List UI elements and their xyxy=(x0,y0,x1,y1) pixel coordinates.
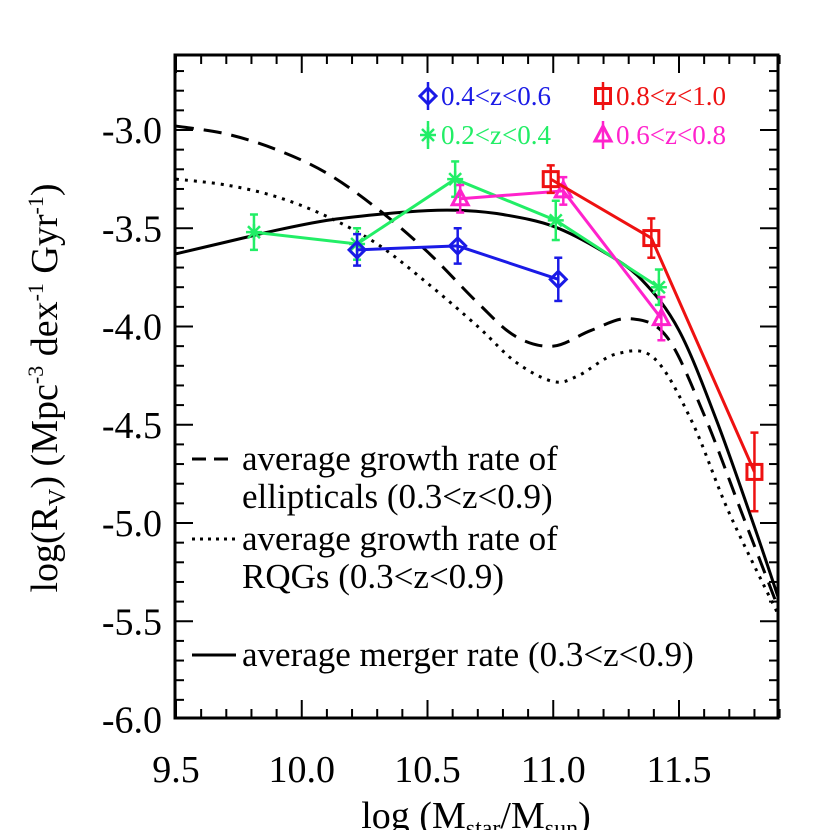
x-tick-label: 11.5 xyxy=(646,749,711,791)
series-line xyxy=(460,189,663,320)
data-point xyxy=(541,170,560,189)
series-0.6<z<0.8 xyxy=(449,175,672,342)
curve-legend-text: average growth rate of xyxy=(242,519,558,558)
data-point xyxy=(449,186,471,207)
data-point xyxy=(245,224,262,241)
series-0.4<z<0.6 xyxy=(346,227,569,303)
data-series xyxy=(245,160,764,513)
series-0.2<z<0.4 xyxy=(245,160,667,307)
y-tick-label: -4.0 xyxy=(102,307,162,349)
model-curves xyxy=(175,124,778,618)
data-point xyxy=(447,235,468,257)
curve-legend-text-2: RQGs (0.3<z<0.9) xyxy=(242,557,504,596)
plot-frame xyxy=(173,53,780,720)
asterisk-stroke xyxy=(247,225,261,240)
series-0.8<z<1.0 xyxy=(541,164,764,513)
y-tick-label: -4.5 xyxy=(102,405,162,447)
asterisk-stroke xyxy=(448,172,463,187)
x-axis-title: log (Mstar/Msun) xyxy=(361,795,591,830)
legend-label: 0.8<z<1.0 xyxy=(616,81,726,111)
y-tick-label: -5.5 xyxy=(102,601,162,643)
x-tick-label: 9.5 xyxy=(152,749,200,791)
legend-entry: 0.8<z<1.0 xyxy=(594,81,726,111)
data-point xyxy=(548,269,569,290)
legend-label: 0.2<z<0.4 xyxy=(441,120,551,150)
y-tick-label: -6.0 xyxy=(102,700,162,742)
y-axis-title: log(RV) (Mpc-3 dex-1 Gyr-1) xyxy=(23,184,71,593)
x-tick-label: 11.0 xyxy=(521,749,586,791)
data-point xyxy=(547,212,564,229)
asterisk-stroke xyxy=(421,128,435,142)
data-point xyxy=(642,229,661,248)
legend-marker xyxy=(420,127,436,143)
legend-marker xyxy=(594,87,612,105)
legend-marker xyxy=(592,122,614,143)
model-curve-solid xyxy=(175,208,778,602)
curve-legend-text-2: ellipticals (0.3<z<0.9) xyxy=(242,477,553,516)
legend-entry: 0.4<z<0.6 xyxy=(417,81,551,111)
curve-legend-text: average merger rate (0.3<z<0.9) xyxy=(242,635,694,674)
y-tick-label: -3.5 xyxy=(102,208,162,250)
asterisk-stroke xyxy=(548,213,563,228)
curve-legend-text: average growth rate of xyxy=(242,439,558,478)
axis-ticks xyxy=(175,55,781,718)
y-tick-label: -3.0 xyxy=(102,110,162,152)
asterisk-stroke xyxy=(651,280,666,295)
legend-label: 0.6<z<0.8 xyxy=(616,120,726,150)
model-curve-dotted xyxy=(175,177,778,618)
model-curve-dashed xyxy=(175,124,778,612)
legend-entry: 0.6<z<0.8 xyxy=(592,120,726,150)
data-point xyxy=(650,279,667,296)
y-tick-label: -5.0 xyxy=(102,503,162,545)
tick-labels: 9.5 10.0 10.5 11.0 11.5 -3.0 -3.5 -4.0 -4.5 -5.0 -… xyxy=(102,110,712,791)
legend-marker xyxy=(417,85,439,107)
legend-label: 0.4<z<0.6 xyxy=(441,81,551,111)
data-point xyxy=(447,171,464,188)
x-tick-label: 10.0 xyxy=(269,749,336,791)
legend-entry: 0.2<z<0.4 xyxy=(420,120,551,150)
data-point xyxy=(745,462,764,481)
curve-legend-entry-solid: average merger rate (0.3<z<0.9) xyxy=(192,635,694,674)
data-point xyxy=(346,239,368,260)
series-legend: 0.4<z<0.6 0.8<z<1.0 0.2<z<0.4 0.6<z<0.8 xyxy=(417,81,726,150)
x-tick-label: 10.5 xyxy=(394,749,461,791)
data-point xyxy=(650,306,672,327)
